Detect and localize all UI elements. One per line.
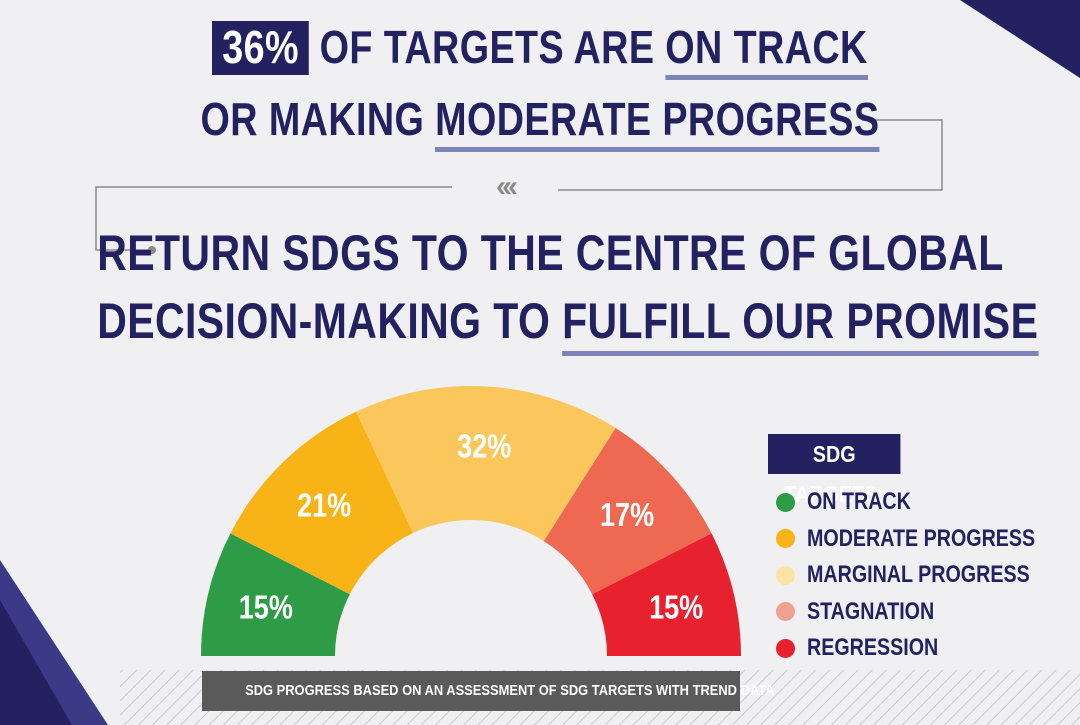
slice-marginal-progress [356, 386, 616, 542]
slice-label-moderate-progress: 21% [297, 488, 351, 524]
slice-label-marginal-progress: 32% [457, 429, 511, 465]
slice-label-on-track: 15% [239, 590, 293, 626]
legend-item-on-track: ON TRACK [776, 488, 934, 516]
slice-stagnation [543, 428, 712, 595]
footer-caption-text: SDG PROGRESS BASED ON AN ASSESSMENT OF S… [245, 682, 775, 699]
headline-line2-prefix: OR MAKING [200, 93, 436, 145]
footer-caption: SDG PROGRESS BASED ON AN ASSESSMENT OF S… [202, 671, 775, 711]
chevrons-icon: ‹‹‹ [496, 170, 518, 203]
legend-label: MODERATE PROGRESS [807, 524, 1036, 552]
headline-middle: OF TARGETS ARE [308, 21, 666, 73]
slice-moderate-progress [230, 411, 414, 595]
legend-item-stagnation: STAGNATION [776, 598, 962, 626]
headline-underlined-moderate: MODERATE PROGRESS [435, 93, 880, 152]
legend-dot-icon [776, 602, 795, 621]
slice-label-regression: 15% [649, 590, 703, 626]
headline-line-2: OR MAKING MODERATE PROGRESS [97, 92, 983, 152]
legend-label: MARGINAL PROGRESS [807, 561, 1030, 588]
slice-label-stagnation: 17% [600, 498, 654, 534]
legend-dot-icon [776, 638, 795, 658]
legend-dot-icon [776, 529, 795, 548]
legend-item-regression: REGRESSION [776, 634, 967, 662]
corner-triangle-top-right [960, 0, 1080, 78]
legend-dot-icon [776, 565, 795, 585]
connector-left [95, 186, 452, 251]
legend-label: STAGNATION [807, 597, 935, 625]
headline-underlined-on-track: ON TRACK [665, 21, 868, 80]
headline-line-1: 36% OF TARGETS ARE ON TRACK [97, 20, 983, 80]
callout-underlined: FULFILL OUR PROMISE [562, 293, 1039, 356]
legend-label: REGRESSION [807, 634, 939, 661]
legend-title: SDG TARGETS: [768, 434, 901, 507]
legend-dot-icon [776, 492, 795, 512]
callout-line-1: RETURN SDGS TO THE CENTRE OF GLOBAL [97, 224, 1003, 282]
headline-highlight: 36% [212, 21, 309, 75]
slice-on-track [201, 533, 350, 656]
connector-right [558, 119, 943, 191]
callout-line-1-text: RETURN SDGS TO THE CENTRE OF GLOBAL [97, 225, 1004, 281]
legend-item-marginal-progress: MARGINAL PROGRESS [776, 561, 1079, 589]
callout-line-2: DECISION-MAKING TO FULFILL OUR PROMISE [97, 292, 1039, 356]
callout-line2-prefix: DECISION-MAKING TO [97, 293, 563, 349]
legend-label: ON TRACK [807, 488, 911, 515]
connector-dot [148, 246, 156, 254]
legend-item-moderate-progress: MODERATE PROGRESS [776, 525, 1080, 553]
slice-regression [592, 533, 741, 656]
corner-triangle-bottom-left-inner [0, 600, 72, 725]
